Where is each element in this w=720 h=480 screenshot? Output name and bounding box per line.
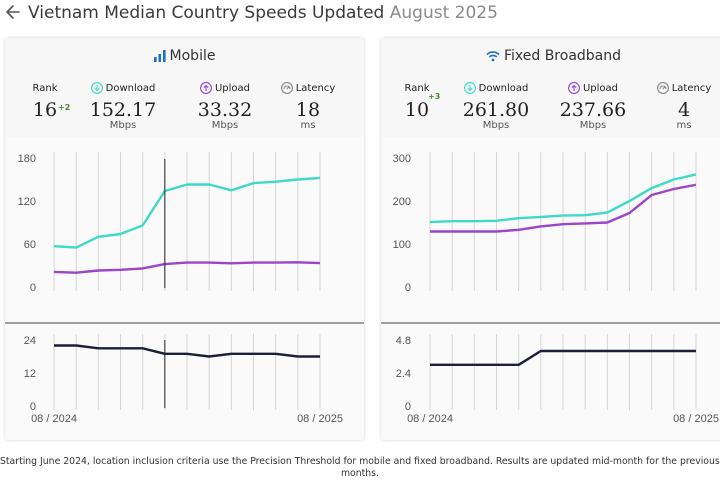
mobile-latency-label: Latency (295, 83, 336, 94)
footer-note-line1: Starting June 2024, location inclusion c… (0, 456, 720, 467)
y-tick-label: 0 (405, 282, 411, 294)
y-tick-label: 24 (24, 335, 36, 347)
mobile-upload-label-wrap: Upload (185, 82, 265, 96)
mobile-download-label-wrap: Download (83, 82, 163, 96)
series-line-upload (53, 261, 321, 274)
mobile-download-label: Download (105, 83, 156, 94)
latency-gauge-icon (656, 82, 669, 94)
x-axis-end-label: 08 / 2025 (673, 413, 719, 425)
fixed-upload-label-wrap: Upload (553, 82, 633, 96)
mobile-latency-value: 18 (295, 99, 321, 121)
latency-chart-area (5, 324, 364, 440)
mobile-download-stat: Download 152.17 Mbps (83, 82, 163, 131)
fixed-download-label: Download (478, 83, 529, 94)
page-title-text: Vietnam Median Country Speeds Updated (28, 3, 385, 23)
wifi-icon (486, 51, 500, 62)
mobile-title-text: Mobile (169, 48, 216, 64)
latency-chart-area (381, 324, 720, 440)
mobile-upload-label: Upload (214, 83, 251, 94)
mobile-rank-delta: +2 (58, 103, 71, 112)
fixed-latency-label-wrap: Latency (644, 82, 720, 96)
mobile-latency-unit: ms (300, 120, 316, 131)
signal-bars-icon (153, 50, 166, 62)
series-line-download (429, 173, 697, 224)
mobile-latency-stat: Latency 18 ms (268, 82, 348, 131)
y-tick-label: 4.8 (396, 335, 411, 347)
mobile-rank-stat: Rank 16 +2 (5, 82, 85, 122)
back-arrow-icon[interactable] (4, 2, 22, 22)
upload-icon (200, 82, 212, 94)
fixed-panel-title: Fixed Broadband (381, 48, 720, 64)
y-tick-label: 200 (393, 196, 411, 208)
mobile-upload-value: 33.32 (197, 99, 253, 121)
mobile-latency-label-wrap: Latency (268, 82, 348, 96)
fixed-download-stat: Download 261.80 Mbps (456, 82, 536, 131)
fixed-rank-stat: Rank 10 +3 (381, 82, 457, 122)
page-title-date: August 2025 (389, 3, 498, 23)
y-tick-label: 12 (24, 368, 36, 380)
mobile-panel-title: Mobile (5, 48, 364, 64)
series-line-latency (54, 344, 320, 358)
mobile-download-value: 152.17 (89, 99, 157, 121)
download-icon (90, 82, 103, 94)
speed-chart-area (5, 137, 364, 323)
fixed-upload-unit: Mbps (579, 120, 607, 131)
fixed-latency-unit: ms (676, 120, 692, 131)
y-tick-label: 120 (18, 196, 36, 208)
fixed-charts[interactable]: 0 100 200 300 0 2.4 4.8 08 / 2024 08 / 2025 (381, 38, 720, 440)
y-tick-label: 180 (18, 153, 36, 165)
fixed-download-label-wrap: Download (456, 82, 536, 96)
fixed-latency-value: 4 (677, 99, 691, 121)
mobile-upload-stat: Upload 33.32 Mbps (185, 82, 265, 131)
fixed-download-unit: Mbps (482, 120, 510, 131)
y-tick-label: 0 (30, 401, 36, 413)
series-line-upload (430, 183, 697, 233)
fixed-broadband-panel: Fixed Broadband Rank 10 +3 Download 261.… (381, 38, 720, 440)
footer-note: Starting June 2024, location inclusion c… (0, 456, 720, 480)
mobile-upload-unit: Mbps (211, 120, 239, 131)
fixed-rank-value: 10 (404, 99, 430, 121)
y-tick-label: 60 (24, 239, 36, 251)
series-line-download (53, 176, 321, 249)
y-tick-label: 300 (393, 153, 411, 165)
footer-note-line2: months. (341, 468, 379, 479)
latency-gauge-icon (280, 82, 293, 94)
page-title: Vietnam Median Country Speeds Updated Au… (28, 3, 498, 23)
fixed-rank-label: Rank (404, 83, 430, 94)
y-tick-label: 0 (405, 401, 411, 413)
mobile-download-unit: Mbps (109, 120, 137, 131)
upload-icon (568, 82, 580, 94)
fixed-latency-label: Latency (671, 83, 712, 94)
y-tick-label: 2.4 (396, 368, 411, 380)
download-icon (463, 82, 476, 94)
speed-chart-area (381, 137, 720, 323)
fixed-download-value: 261.80 (462, 99, 530, 121)
fixed-title-text: Fixed Broadband (503, 48, 622, 64)
y-tick-label: 0 (30, 282, 36, 294)
mobile-charts[interactable]: 0 60 120 180 0 12 24 08 / 2024 08 / 2025 (5, 38, 364, 440)
fixed-upload-label: Upload (582, 83, 619, 94)
mobile-panel: Mobile Rank 16 +2 Download 152.17 Mbps U… (5, 38, 364, 440)
fixed-rank-delta: +3 (428, 92, 441, 101)
fixed-latency-stat: Latency 4 ms (644, 82, 720, 131)
fixed-upload-stat: Upload 237.66 Mbps (553, 82, 633, 131)
x-axis-start-label: 08 / 2024 (31, 413, 77, 425)
series-line-latency (430, 349, 696, 366)
page-header: Vietnam Median Country Speeds Updated Au… (0, 0, 720, 26)
fixed-upload-value: 237.66 (559, 99, 627, 121)
x-axis-end-label: 08 / 2025 (297, 413, 343, 425)
x-axis-start-label: 08 / 2024 (407, 413, 453, 425)
mobile-rank-label: Rank (32, 83, 58, 94)
y-tick-label: 100 (393, 239, 411, 251)
mobile-rank-value: 16 (32, 99, 58, 121)
